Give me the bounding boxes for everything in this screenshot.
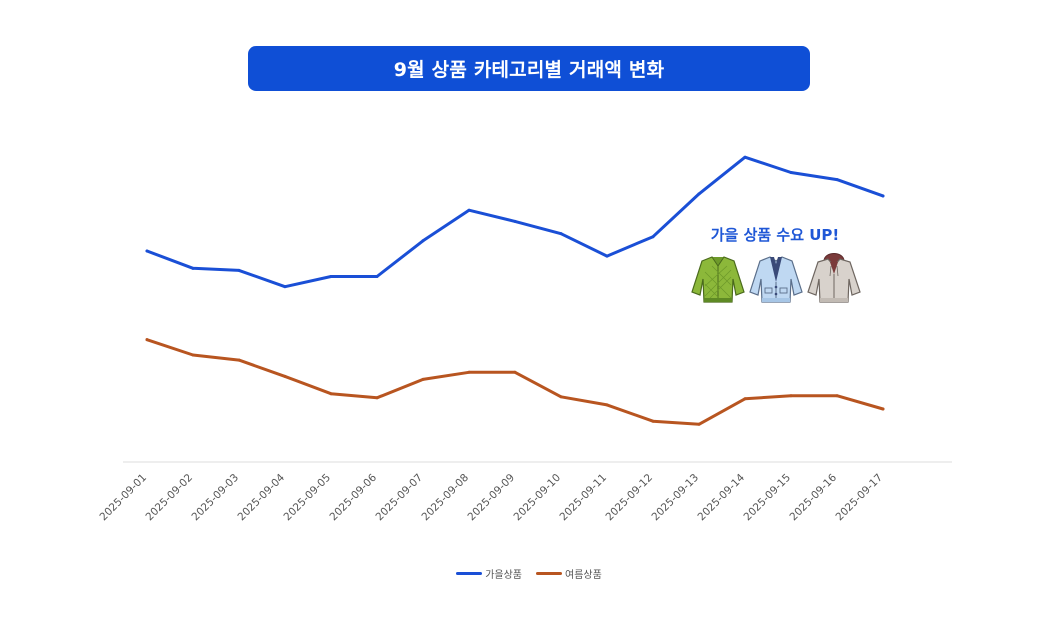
legend-item-summer[interactable]: 여름상품 xyxy=(536,566,602,581)
data-point-0-10 xyxy=(605,254,609,258)
x-tick-label: 2025-09-11 xyxy=(557,472,609,524)
data-point-0-7 xyxy=(467,208,471,212)
legend-item-autumn[interactable]: 가을상품 xyxy=(456,566,522,581)
jacket-illustrations xyxy=(691,253,861,303)
data-point-1-6 xyxy=(421,377,425,381)
data-point-1-0 xyxy=(145,338,149,342)
data-point-1-16 xyxy=(881,407,885,411)
data-point-0-0 xyxy=(145,249,149,253)
x-tick-label: 2025-09-10 xyxy=(511,472,563,524)
legend-label-summer: 여름상품 xyxy=(565,570,602,581)
x-tick-label: 2025-09-12 xyxy=(603,472,655,524)
x-tick-label: 2025-09-02 xyxy=(143,472,195,524)
chart-title: 9월 상품 카테고리별 거래액 변화 xyxy=(393,59,665,81)
x-tick-label: 2025-09-04 xyxy=(235,471,287,523)
legend-swatch-summer xyxy=(536,572,562,575)
data-point-0-11 xyxy=(651,235,655,239)
data-point-0-9 xyxy=(559,232,563,236)
data-point-1-15 xyxy=(835,394,839,398)
data-point-1-5 xyxy=(375,396,379,400)
beige-hooded-jacket-icon xyxy=(807,253,861,303)
x-tick-label: 2025-09-16 xyxy=(787,471,839,523)
x-tick-label: 2025-09-03 xyxy=(189,472,241,524)
x-tick-labels: 2025-09-012025-09-022025-09-032025-09-04… xyxy=(97,471,885,523)
data-point-1-7 xyxy=(467,370,471,374)
legend-swatch-autumn xyxy=(456,572,483,575)
data-point-1-8 xyxy=(513,370,517,374)
data-point-0-14 xyxy=(789,171,793,175)
data-point-0-1 xyxy=(191,266,195,270)
data-point-1-2 xyxy=(237,358,241,362)
legend-label-autumn: 가을상품 xyxy=(485,570,522,581)
x-tick-label: 2025-09-07 xyxy=(373,472,425,524)
data-point-1-3 xyxy=(283,374,287,378)
data-point-1-13 xyxy=(743,397,747,401)
data-point-0-16 xyxy=(881,194,885,198)
data-point-1-9 xyxy=(559,395,563,399)
x-tick-label: 2025-09-15 xyxy=(741,472,793,524)
light-blue-cardigan-icon xyxy=(749,256,803,303)
x-tick-label: 2025-09-13 xyxy=(649,472,701,524)
data-point-1-12 xyxy=(697,422,701,426)
x-tick-label: 2025-09-06 xyxy=(327,471,379,523)
series-layer xyxy=(145,155,885,426)
data-point-1-11 xyxy=(651,419,655,423)
x-tick-label: 2025-09-14 xyxy=(695,471,747,523)
x-tick-label: 2025-09-01 xyxy=(97,472,149,524)
x-tick-label: 2025-09-05 xyxy=(281,472,333,524)
data-point-0-15 xyxy=(835,178,839,182)
chart-title-banner: 9월 상품 카테고리별 거래액 변화 xyxy=(248,46,810,91)
autumn-demand-callout: 가을 상품 수요 UP! xyxy=(710,226,840,244)
data-point-0-4 xyxy=(329,274,333,278)
data-point-0-6 xyxy=(421,239,425,243)
data-point-0-2 xyxy=(237,268,241,272)
data-point-1-4 xyxy=(329,392,333,396)
x-tick-label: 2025-09-09 xyxy=(465,472,517,524)
x-tick-label: 2025-09-17 xyxy=(833,472,885,524)
green-quilted-jacket-icon xyxy=(691,256,745,303)
data-point-0-13 xyxy=(743,155,747,159)
data-point-0-12 xyxy=(697,192,701,196)
data-point-0-5 xyxy=(375,274,379,278)
data-point-1-10 xyxy=(605,403,609,407)
series-line-1 xyxy=(145,338,885,426)
data-point-1-1 xyxy=(191,353,195,357)
data-point-1-14 xyxy=(789,394,793,398)
data-point-0-8 xyxy=(513,219,517,223)
chart-legend: 가을상품 여름상품 xyxy=(0,566,1058,581)
data-point-0-3 xyxy=(283,285,287,289)
x-tick-label: 2025-09-08 xyxy=(419,472,471,524)
